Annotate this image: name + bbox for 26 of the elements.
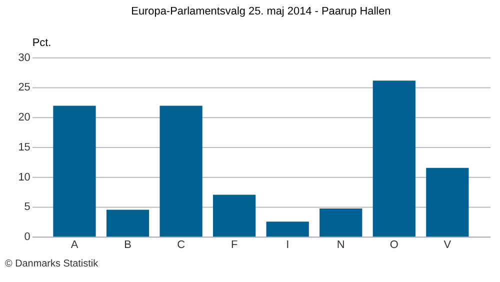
bar (426, 168, 469, 237)
x-tick-label: N (336, 239, 345, 252)
bar (372, 80, 416, 237)
y-tick-label: 30 (18, 52, 30, 64)
bar (160, 106, 202, 237)
x-tick-label: B (124, 239, 132, 252)
bar (320, 208, 362, 237)
y-axis-title: Pct. (32, 36, 52, 49)
x-tick-label: O (390, 239, 398, 252)
x-tick-label: A (70, 239, 79, 252)
x-tick-label: V (444, 239, 452, 252)
text: © Danmarks Statistik (4, 258, 98, 270)
y-tick-label: 0 (24, 231, 30, 244)
x-tick-label: C (177, 239, 186, 252)
y-tick-label: 5 (24, 201, 30, 214)
y-tick-label: 20 (18, 112, 30, 124)
y-tick-label: 25 (18, 82, 30, 94)
y-tick-label: 10 (18, 171, 30, 184)
x-tick-label: I (286, 239, 290, 252)
bar (53, 106, 96, 237)
x-tick-label: F (230, 239, 238, 252)
bar (213, 194, 256, 237)
chart-title: Europa-Parlamentsvalg 25. maj 2014 - Paarup Hallen (131, 5, 391, 18)
bar (106, 210, 150, 237)
y-tick-label: 15 (18, 141, 30, 154)
bar (266, 222, 309, 237)
